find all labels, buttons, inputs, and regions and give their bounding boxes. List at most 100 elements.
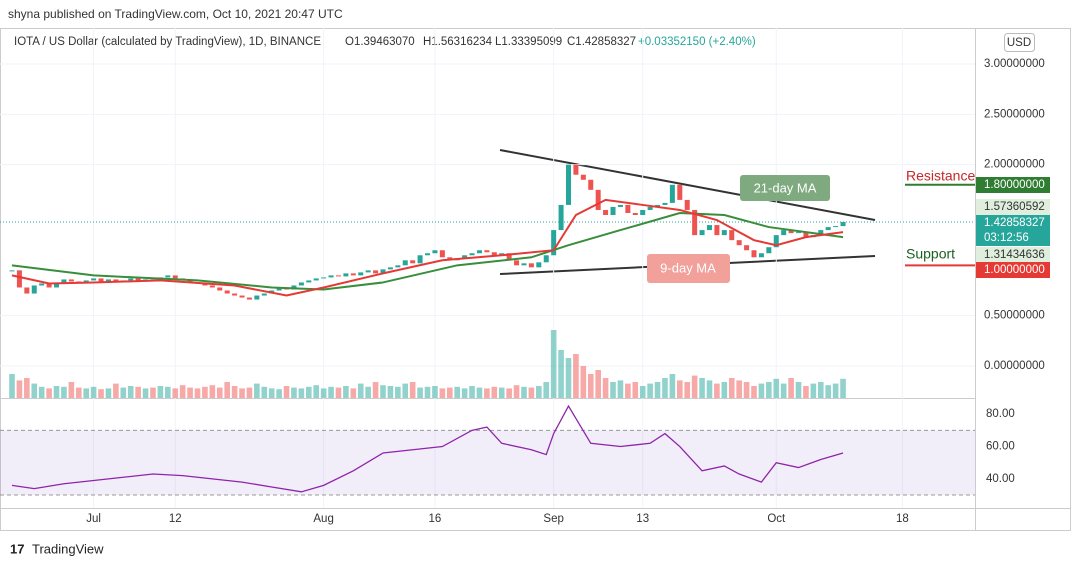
candle-body <box>476 250 482 254</box>
candle-body <box>506 253 512 261</box>
candle-body <box>796 232 802 234</box>
volume-bar <box>16 380 23 398</box>
resistance-label: Resistance <box>906 168 975 184</box>
candle-body <box>744 245 750 251</box>
candle-body <box>261 293 267 296</box>
low-price: 1.31434636 <box>984 249 1045 261</box>
volume-bar <box>313 385 320 398</box>
candle-body <box>417 255 423 264</box>
volume-bar <box>632 382 639 398</box>
support-price: 1.00000000 <box>984 264 1045 276</box>
volume-bar <box>268 388 275 398</box>
candle-body <box>16 270 22 288</box>
countdown: 03:12:56 <box>984 232 1029 244</box>
volume-bar <box>387 386 394 398</box>
currency[interactable]: USD <box>1007 37 1031 49</box>
candle-body <box>603 209 609 215</box>
volume-bar <box>432 386 438 398</box>
volume-bar <box>788 378 794 398</box>
volume-bar <box>68 382 75 398</box>
volume-bar <box>24 378 30 398</box>
volume-bar <box>320 388 327 398</box>
candle-body <box>46 283 52 288</box>
currency-button[interactable] <box>1004 33 1035 52</box>
volume-bar <box>617 380 624 398</box>
close: C1.42858327 <box>567 36 636 48</box>
candle-body <box>306 280 312 283</box>
ma21-line <box>11 211 844 291</box>
volume-bar <box>758 383 765 398</box>
candle-body <box>551 230 557 256</box>
volume-bar <box>528 387 535 398</box>
volume-bar <box>439 388 446 398</box>
candle-body <box>573 164 579 175</box>
open: O1.39463070 <box>345 36 415 48</box>
candle-body <box>232 293 238 296</box>
volume-bar <box>417 387 423 398</box>
candle-body <box>625 204 631 213</box>
volume-bar <box>98 389 104 398</box>
volume-bar <box>795 382 802 398</box>
volume-bar <box>780 383 787 398</box>
candle-body <box>721 230 727 236</box>
support-price-box <box>976 262 1050 278</box>
volume-bar <box>402 383 409 398</box>
volume-bar <box>602 378 609 398</box>
high: H1.56316234 <box>423 36 493 48</box>
candle-body <box>788 230 794 234</box>
candle-body <box>432 250 438 254</box>
volume-bar <box>261 386 268 398</box>
volume-bar <box>276 389 282 398</box>
volume-bar <box>610 382 616 398</box>
volume-bar <box>216 387 223 398</box>
candle-body <box>677 184 683 200</box>
candle-body <box>224 290 230 294</box>
candle-body <box>521 263 527 266</box>
candle-body <box>380 269 386 274</box>
volume-bar <box>454 386 460 398</box>
candle-body <box>439 250 445 258</box>
candle-body <box>24 287 30 294</box>
volume-bar <box>357 383 364 398</box>
y-tick-label: 2.50000000 <box>984 108 1045 120</box>
volume-bar <box>817 382 824 398</box>
candle-body <box>736 240 742 246</box>
ma21-annotation: 21-day MA <box>754 180 817 195</box>
candle-body <box>803 232 809 238</box>
volume-bar <box>677 380 683 398</box>
volume-bar <box>476 387 483 398</box>
candle-body <box>632 212 638 215</box>
candle-body <box>543 255 549 263</box>
candle-body <box>528 263 534 268</box>
volume-bar <box>335 387 342 398</box>
change: +0.03352150 (+2.40%) <box>638 36 756 48</box>
candle-body <box>31 285 37 294</box>
y-tick-label: 0.50000000 <box>984 310 1045 322</box>
volume-bar <box>135 386 141 398</box>
candle-body <box>766 247 772 254</box>
volume-bar <box>736 380 742 398</box>
volume-bar <box>194 388 201 398</box>
volume-bar <box>751 386 757 398</box>
candle-body <box>358 272 364 276</box>
volume-bar <box>157 386 164 398</box>
candle-body <box>321 277 327 279</box>
candle-body <box>558 204 564 231</box>
candle-body <box>187 280 193 283</box>
candle-body <box>298 282 304 286</box>
volume-bar <box>372 382 379 398</box>
volume-bar <box>291 387 297 398</box>
volume-bar <box>9 374 15 398</box>
volume-bar <box>395 386 401 398</box>
volume-bar <box>684 382 691 398</box>
volume-bar <box>187 387 193 398</box>
volume-bar <box>773 378 780 398</box>
candle-body <box>410 260 416 264</box>
candle-body <box>840 222 846 227</box>
candle-body <box>425 253 431 256</box>
volume-bar <box>224 382 230 398</box>
candle-body <box>343 273 349 277</box>
candle-body <box>9 270 15 272</box>
volume-bar <box>728 378 735 398</box>
